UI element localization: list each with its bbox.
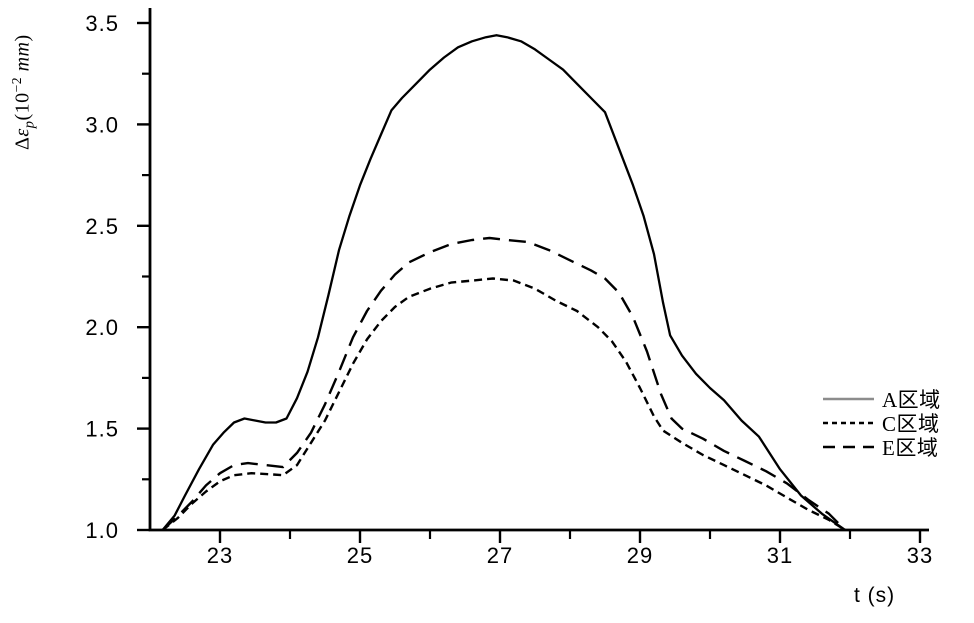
series-line-2 [161, 236, 846, 531]
y-title-delta: Δ [11, 136, 34, 150]
legend-label-0: A区域 [882, 388, 941, 412]
series-line-0 [161, 34, 846, 531]
y-title-open: (10 [11, 92, 34, 121]
x-tick-label: 33 [907, 543, 933, 568]
y-tick-label: 2.5 [85, 214, 119, 239]
y-title-close: ) [11, 34, 34, 42]
x-tick-label: 25 [347, 543, 373, 568]
series-line-1 [161, 277, 846, 532]
y-axis-title: Δεp(10−2 mm) [9, 34, 39, 150]
y-tick-label: 2.0 [85, 315, 119, 340]
legend-label-2: E区域 [882, 436, 938, 460]
x-axis-title: t (s) [854, 584, 896, 607]
legend-label-1: C区域 [882, 412, 940, 436]
y-title-subscript: p [21, 120, 38, 129]
x-tick-label: 23 [207, 543, 233, 568]
y-tick-label: 3.5 [85, 11, 119, 36]
y-tick-label: 1.0 [85, 518, 119, 543]
axis-lines [148, 8, 929, 532]
x-tick-label: 27 [487, 543, 513, 568]
y-title-epsilon: ε [11, 128, 34, 137]
x-tick-label: 29 [627, 543, 653, 568]
y-tick-label: 3.0 [85, 112, 119, 137]
y-title-unit: mm [11, 41, 34, 72]
y-title-superscript: −2 [9, 76, 24, 93]
y-tick-label: 1.5 [85, 417, 119, 442]
x-tick-label: 31 [767, 543, 793, 568]
